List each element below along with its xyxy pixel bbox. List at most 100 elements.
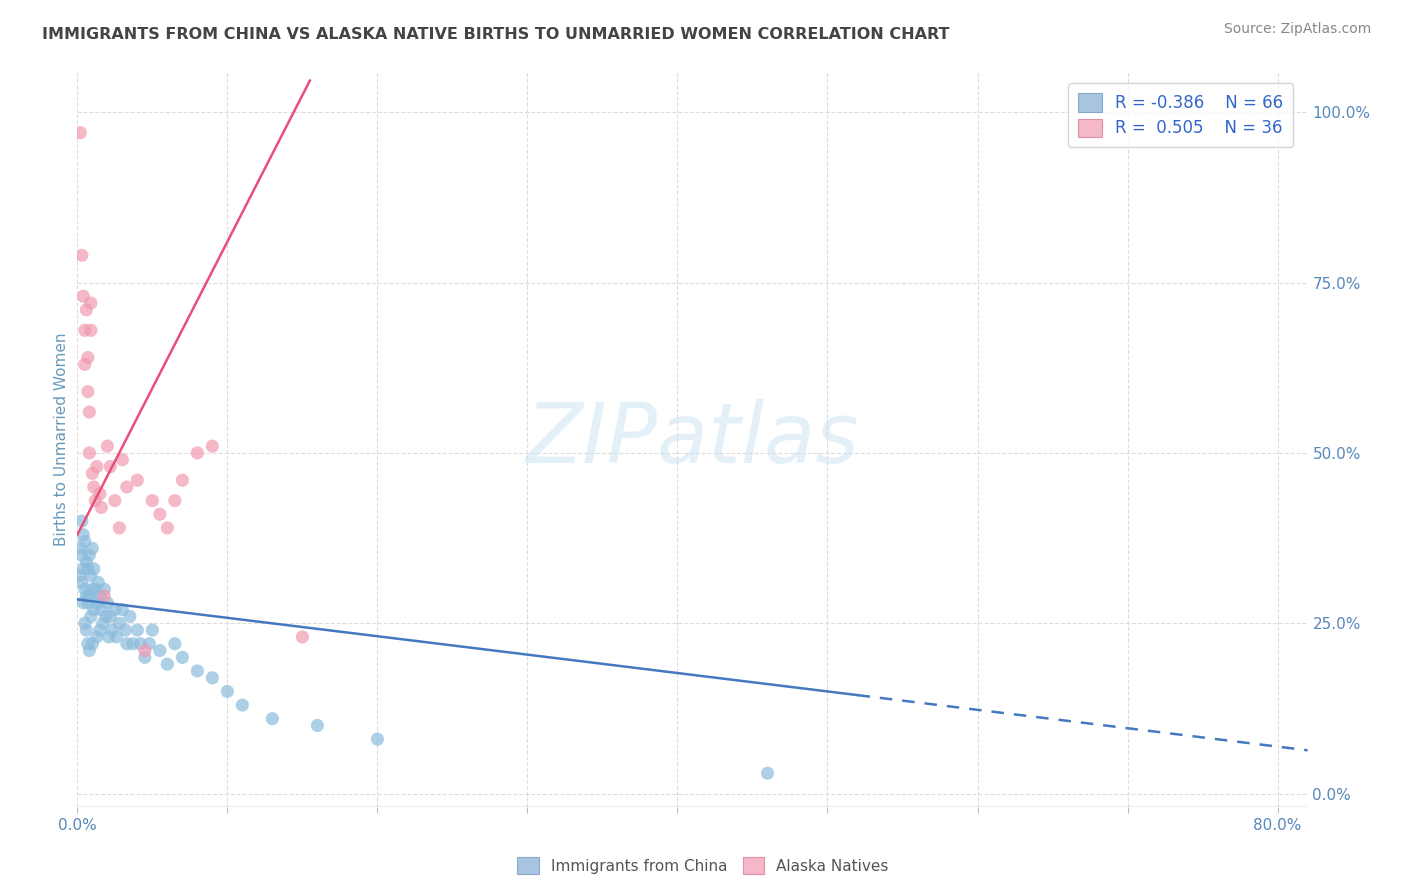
Point bbox=[76, 384, 98, 399]
Point bbox=[82, 582, 104, 597]
Point bbox=[73, 582, 96, 597]
Point bbox=[108, 521, 131, 535]
Point bbox=[93, 582, 115, 597]
Point bbox=[104, 602, 127, 616]
Point bbox=[76, 562, 98, 576]
Point bbox=[84, 493, 107, 508]
Point bbox=[366, 732, 388, 747]
Point bbox=[172, 473, 194, 487]
Point bbox=[73, 357, 96, 371]
Point bbox=[291, 630, 314, 644]
Point bbox=[80, 296, 103, 310]
Point bbox=[90, 500, 112, 515]
Point bbox=[262, 712, 284, 726]
Text: IMMIGRANTS FROM CHINA VS ALASKA NATIVE BIRTHS TO UNMARRIED WOMEN CORRELATION CHA: IMMIGRANTS FROM CHINA VS ALASKA NATIVE B… bbox=[42, 27, 949, 42]
Point bbox=[115, 480, 138, 494]
Point bbox=[72, 596, 94, 610]
Point bbox=[105, 630, 128, 644]
Point bbox=[72, 527, 94, 541]
Point bbox=[82, 637, 104, 651]
Point bbox=[1087, 119, 1109, 133]
Point bbox=[72, 289, 94, 303]
Point bbox=[201, 439, 224, 453]
Point bbox=[186, 446, 208, 460]
Point bbox=[76, 637, 98, 651]
Point bbox=[111, 452, 134, 467]
Point bbox=[83, 480, 105, 494]
Point bbox=[90, 602, 112, 616]
Point bbox=[163, 637, 186, 651]
Point bbox=[69, 568, 91, 582]
Point bbox=[86, 596, 108, 610]
Point bbox=[75, 589, 97, 603]
Point bbox=[80, 323, 103, 337]
Point bbox=[98, 459, 121, 474]
Point bbox=[72, 562, 94, 576]
Point bbox=[138, 637, 160, 651]
Legend: R = -0.386    N = 66, R =  0.505    N = 36: R = -0.386 N = 66, R = 0.505 N = 36 bbox=[1069, 83, 1294, 147]
Point bbox=[104, 493, 127, 508]
Point bbox=[79, 446, 101, 460]
Point bbox=[96, 439, 118, 453]
Point bbox=[84, 582, 107, 597]
Point bbox=[96, 596, 118, 610]
Point bbox=[79, 643, 101, 657]
Point bbox=[73, 534, 96, 549]
Point bbox=[80, 568, 103, 582]
Point bbox=[79, 589, 101, 603]
Point bbox=[97, 630, 120, 644]
Point bbox=[108, 616, 131, 631]
Point bbox=[217, 684, 239, 698]
Point bbox=[70, 248, 93, 262]
Point bbox=[118, 609, 141, 624]
Point bbox=[127, 473, 149, 487]
Point bbox=[87, 575, 110, 590]
Point bbox=[756, 766, 779, 780]
Point bbox=[73, 616, 96, 631]
Point bbox=[98, 609, 121, 624]
Point bbox=[94, 609, 117, 624]
Point bbox=[127, 623, 149, 637]
Point bbox=[80, 609, 103, 624]
Point bbox=[75, 302, 97, 317]
Point bbox=[76, 351, 98, 365]
Point bbox=[73, 323, 96, 337]
Point bbox=[70, 548, 93, 562]
Point bbox=[91, 616, 114, 631]
Point bbox=[93, 589, 115, 603]
Point bbox=[134, 650, 156, 665]
Point bbox=[83, 562, 105, 576]
Point bbox=[156, 521, 179, 535]
Point bbox=[76, 596, 98, 610]
Point bbox=[156, 657, 179, 672]
Point bbox=[75, 623, 97, 637]
Point bbox=[121, 637, 143, 651]
Point bbox=[89, 487, 111, 501]
Legend: Immigrants from China, Alaska Natives: Immigrants from China, Alaska Natives bbox=[512, 851, 894, 880]
Point bbox=[69, 541, 91, 556]
Point bbox=[86, 459, 108, 474]
Point bbox=[82, 541, 104, 556]
Point bbox=[134, 643, 156, 657]
Point bbox=[70, 514, 93, 528]
Point bbox=[86, 630, 108, 644]
Point bbox=[307, 718, 329, 732]
Point bbox=[149, 643, 172, 657]
Point bbox=[186, 664, 208, 678]
Point bbox=[70, 575, 93, 590]
Point bbox=[83, 602, 105, 616]
Point bbox=[69, 126, 91, 140]
Point bbox=[141, 623, 163, 637]
Point bbox=[79, 548, 101, 562]
Point bbox=[89, 623, 111, 637]
Point bbox=[82, 467, 104, 481]
Text: Source: ZipAtlas.com: Source: ZipAtlas.com bbox=[1223, 22, 1371, 37]
Point bbox=[149, 508, 172, 522]
Point bbox=[115, 637, 138, 651]
Point bbox=[201, 671, 224, 685]
Text: ZIPatlas: ZIPatlas bbox=[526, 399, 859, 480]
Point bbox=[111, 602, 134, 616]
Y-axis label: Births to Unmarried Women: Births to Unmarried Women bbox=[53, 333, 69, 546]
Point bbox=[172, 650, 194, 665]
Point bbox=[129, 637, 152, 651]
